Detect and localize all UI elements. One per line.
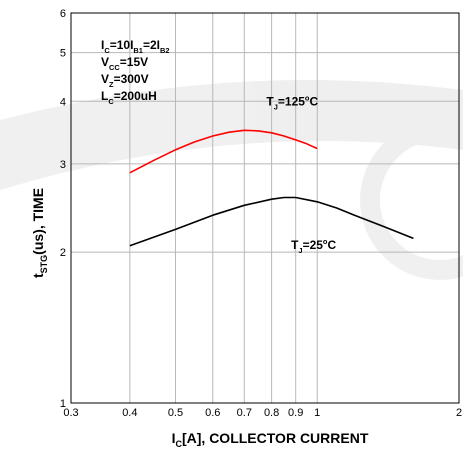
condition-line: VCC=15V [101,55,148,72]
y-tick-label: 3 [60,159,66,171]
x-tick-label: 2 [456,407,462,419]
y-axis-label: tSTG(us), TIME [30,188,49,278]
y-tick-label: 1 [60,398,66,410]
series-label-tj-25c: TJ=25oC [291,237,336,255]
y-tick-label: 4 [60,96,66,108]
tick-labels: 0.3 0.4 0.5 0.6 0.7 0.8 0.9 1 2 1 2 3 4 5 6 [60,8,462,419]
series-label-tj-125c: TJ=125oC [266,94,318,112]
x-tick-label: 0.6 [205,407,220,419]
series-tj-125c-line [129,129,318,174]
curves [129,129,414,247]
x-tick-label: 0.8 [264,407,279,419]
plot-frame [70,12,460,404]
y-tick-label: 5 [60,48,66,60]
x-tick-label: 0.3 [63,407,78,419]
x-axis-label: IC[A], COLLECTOR CURRENT [172,430,369,449]
series-labels: TJ=125oC TJ=25oC [266,94,336,255]
condition-line: IC=10IB1=2IB2 [101,38,169,55]
x-tick-label: 0.7 [237,407,252,419]
condition-line: LC=200uH [101,89,157,106]
x-tick-label: 0.4 [122,407,137,419]
x-tick-label: 1 [314,407,320,419]
grid [71,13,459,403]
condition-line: VZ=300V [101,72,149,89]
y-tick-label: 6 [60,8,66,20]
series-tj-25c-line [129,196,414,247]
y-tick-label: 2 [60,247,66,259]
x-tick-label: 0.5 [168,407,183,419]
watermark [0,80,463,280]
x-tick-label: 0.9 [288,407,303,419]
